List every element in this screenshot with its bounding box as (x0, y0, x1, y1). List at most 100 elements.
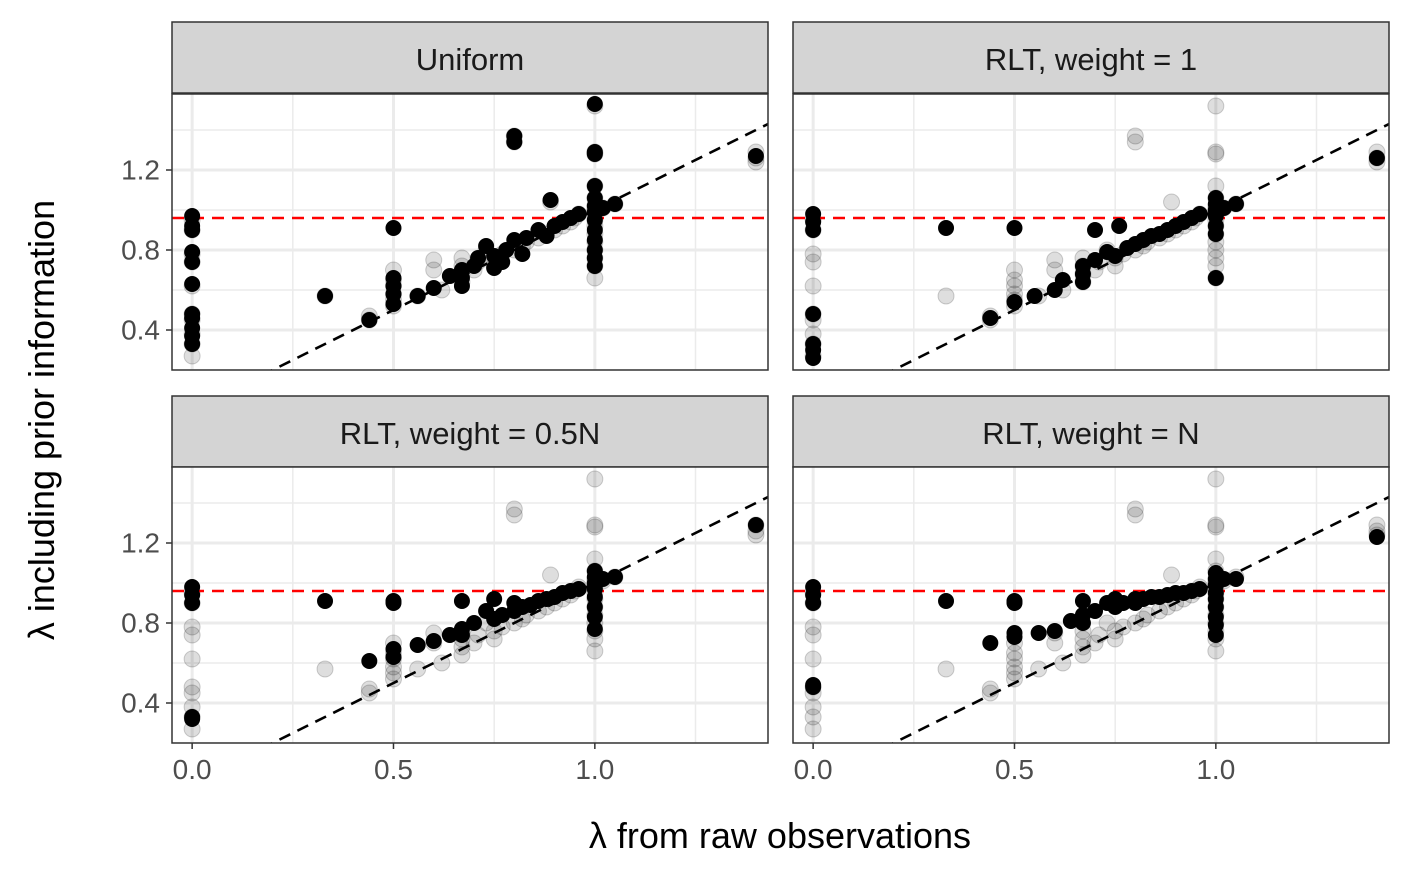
data-point (805, 595, 822, 611)
data-point (1368, 529, 1385, 545)
data-point (747, 148, 764, 164)
data-point (586, 178, 603, 194)
data-point (1030, 625, 1047, 641)
background-point (804, 650, 822, 668)
background-point (360, 684, 378, 702)
background-point (505, 500, 523, 518)
data-point (453, 593, 470, 609)
data-point (409, 637, 426, 653)
data-point (1227, 571, 1244, 587)
x-tick-label: 0.5 (995, 754, 1034, 785)
y-axis-title: λ including prior information (21, 200, 62, 640)
data-point (606, 196, 623, 212)
data-point (747, 517, 764, 533)
data-point (506, 232, 523, 248)
background-point (1005, 271, 1023, 289)
data-point (385, 220, 402, 236)
data-point (1006, 629, 1023, 645)
data-point (425, 280, 442, 296)
background-point (804, 253, 822, 271)
data-point (1191, 206, 1208, 222)
background-point (1126, 500, 1144, 518)
facet-strip (171, 21, 769, 94)
background-point (1126, 127, 1144, 145)
data-point (1115, 595, 1132, 611)
background-point (183, 678, 201, 696)
background-point (1106, 622, 1124, 640)
background-point (384, 670, 402, 688)
data-point (586, 609, 603, 625)
x-tick-label: 1.0 (575, 754, 614, 785)
background-point (1207, 642, 1225, 660)
data-point (441, 268, 458, 284)
background-point (804, 708, 822, 726)
panel-border (171, 93, 769, 371)
background-point (183, 650, 201, 668)
facet-panel: Uniform 0.4 0.8 1.2 (121, 21, 769, 371)
data-point (361, 312, 378, 328)
data-point (1207, 226, 1224, 242)
background-point (183, 684, 201, 702)
data-point (1087, 252, 1104, 268)
background-point (1074, 638, 1092, 656)
data-point (1111, 218, 1128, 234)
background-point (1005, 650, 1023, 668)
data-point (425, 633, 442, 649)
data-point (518, 230, 535, 246)
data-point (184, 276, 201, 292)
background-point (1207, 145, 1225, 163)
data-point (385, 595, 402, 611)
data-point (486, 591, 503, 607)
data-point (606, 569, 623, 585)
data-point (506, 134, 523, 150)
data-point (470, 250, 487, 266)
background-point (1046, 251, 1064, 269)
data-point (1054, 272, 1071, 288)
facet-strip (792, 395, 1390, 468)
data-point (805, 306, 822, 322)
data-point (586, 146, 603, 162)
data-point (184, 254, 201, 270)
background-point (586, 470, 604, 488)
background-point (937, 660, 955, 678)
background-point (1098, 614, 1116, 632)
data-point (409, 288, 426, 304)
background-point (505, 506, 523, 524)
background-point (1207, 518, 1225, 536)
data-point (982, 310, 999, 326)
x-tick-label: 0.5 (374, 754, 413, 785)
data-point (1207, 270, 1224, 286)
data-point (494, 254, 511, 270)
plot-layer (172, 94, 768, 370)
data-point (1046, 623, 1063, 639)
data-point (385, 649, 402, 665)
data-point (184, 595, 201, 611)
facet-strip-label: RLT, weight = 0.5N (340, 416, 600, 451)
data-point (1074, 258, 1091, 274)
y-tick-label: 0.8 (121, 235, 160, 266)
plot-area (172, 94, 768, 370)
background-point (804, 618, 822, 636)
data-point (938, 220, 955, 236)
data-point (982, 635, 999, 651)
data-point (586, 258, 603, 274)
background-point (804, 626, 822, 644)
data-point (1368, 150, 1385, 166)
data-point (453, 627, 470, 643)
data-point (453, 262, 470, 278)
background-point (425, 251, 443, 269)
background-point (1074, 646, 1092, 664)
data-point (184, 222, 201, 238)
data-point (570, 581, 587, 597)
data-point (1215, 200, 1232, 216)
facet-strip-label: RLT, weight = N (982, 416, 1199, 451)
background-point (804, 720, 822, 738)
background-point (1163, 566, 1181, 584)
data-point (1026, 288, 1043, 304)
facet-panels: Uniform 0.4 0.8 1.2 RLT, weight = 1 RLT, weig… (121, 21, 1390, 785)
data-point (1107, 248, 1124, 264)
background-point (804, 245, 822, 263)
data-point (184, 711, 201, 727)
data-point (1207, 627, 1224, 643)
data-point (594, 200, 611, 216)
